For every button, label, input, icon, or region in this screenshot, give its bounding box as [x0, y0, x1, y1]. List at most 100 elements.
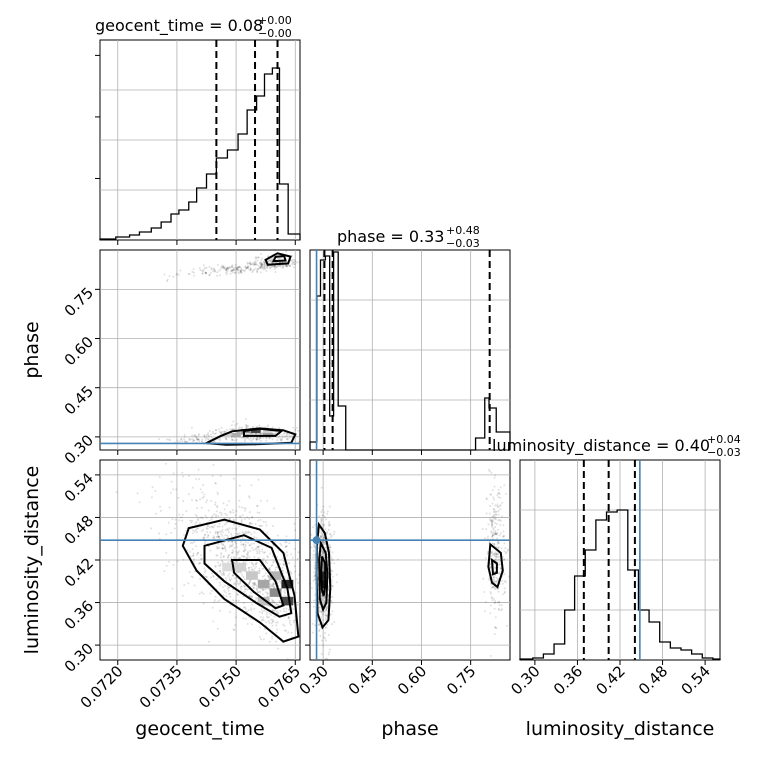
sample-point	[224, 577, 227, 579]
sample-point	[233, 582, 236, 585]
sample-point	[202, 264, 205, 267]
sample-point	[266, 266, 269, 269]
sample-point	[494, 513, 497, 516]
sample-point	[243, 602, 245, 604]
sample-point	[198, 440, 201, 443]
sample-point	[493, 543, 496, 546]
sample-point	[257, 519, 260, 522]
sample-point	[245, 266, 248, 269]
sample-point	[320, 609, 323, 612]
sample-point	[256, 259, 259, 262]
sample-point	[220, 512, 223, 515]
sample-point	[239, 580, 242, 583]
sample-point	[285, 535, 288, 538]
sample-point	[236, 267, 239, 270]
sample-point	[241, 531, 244, 533]
sample-point	[235, 599, 238, 602]
sample-point	[267, 424, 269, 427]
sample-point	[223, 574, 226, 576]
sample-point	[324, 626, 327, 629]
sample-point	[490, 493, 493, 496]
sample-point	[244, 541, 247, 544]
sample-point	[282, 623, 285, 626]
sample-point	[210, 433, 212, 436]
sample-point	[285, 265, 288, 268]
sample-point	[196, 507, 199, 510]
sample-point	[250, 561, 253, 564]
sample-point	[189, 519, 192, 522]
sample-point	[253, 582, 256, 585]
sample-point	[265, 621, 268, 624]
sample-point	[219, 432, 222, 434]
sample-point	[294, 591, 297, 594]
sample-point	[168, 560, 170, 563]
sample-point	[217, 542, 220, 545]
sample-point	[192, 439, 195, 442]
sample-point	[286, 432, 289, 435]
sample-point	[192, 529, 194, 532]
sample-point	[218, 430, 221, 433]
sample-point	[213, 268, 216, 271]
sample-point	[255, 263, 258, 266]
sample-point	[286, 551, 288, 554]
sample-point	[259, 433, 261, 436]
sample-point	[330, 562, 333, 564]
sample-point	[494, 510, 497, 513]
sample-point	[216, 271, 219, 274]
sample-point	[228, 586, 231, 589]
sample-point	[495, 532, 498, 535]
sample-point	[321, 509, 324, 511]
sample-point	[491, 534, 494, 537]
sample-point	[236, 269, 239, 272]
sample-point	[246, 588, 249, 591]
sample-point	[273, 585, 275, 588]
sample-point	[230, 269, 233, 272]
sample-point	[326, 555, 329, 558]
sample-point	[166, 438, 168, 441]
sample-point	[483, 591, 486, 593]
sample-point	[491, 533, 494, 536]
sample-point	[242, 550, 245, 553]
sample-point	[503, 558, 505, 561]
sample-point	[252, 584, 255, 587]
sample-point	[253, 581, 256, 584]
sample-point	[326, 657, 329, 660]
sample-point	[283, 629, 286, 632]
sample-point	[216, 600, 219, 603]
sample-point	[331, 575, 334, 578]
sample-point	[233, 519, 235, 522]
sample-point	[331, 601, 333, 604]
sample-point	[327, 523, 330, 526]
sample-point	[197, 527, 200, 530]
sample-point	[226, 266, 229, 269]
sample-point	[207, 435, 210, 438]
sample-point	[202, 528, 205, 531]
sample-point	[221, 531, 224, 534]
sample-point	[321, 552, 324, 554]
sample-point	[192, 552, 195, 555]
sample-point	[251, 596, 254, 599]
sample-point	[253, 583, 256, 586]
sample-point	[283, 261, 286, 264]
sample-point	[501, 608, 504, 611]
sample-point	[491, 542, 494, 545]
sample-point	[502, 582, 504, 585]
sample-point	[283, 594, 286, 597]
sample-point	[212, 268, 215, 271]
sample-point	[259, 267, 262, 270]
sample-point	[286, 265, 289, 268]
sample-point	[246, 623, 249, 625]
sample-point	[330, 556, 333, 559]
sample-point	[170, 480, 173, 483]
sample-point	[249, 267, 252, 270]
sample-point	[247, 425, 250, 427]
sample-point	[234, 541, 237, 544]
sample-point	[260, 265, 263, 268]
sample-point	[248, 581, 251, 584]
sample-point	[270, 258, 273, 261]
sample-point	[231, 551, 234, 554]
density-cell	[321, 571, 325, 580]
sample-point	[494, 526, 497, 528]
sample-point	[506, 548, 509, 551]
sample-point	[218, 530, 221, 533]
